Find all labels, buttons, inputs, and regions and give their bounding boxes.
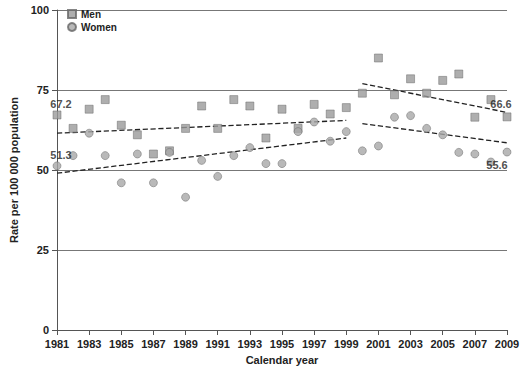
svg-text:1991: 1991 (205, 338, 229, 350)
svg-text:Men: Men (81, 9, 101, 20)
svg-text:50: 50 (37, 164, 49, 176)
svg-text:0: 0 (43, 324, 49, 336)
svg-text:Calendar year: Calendar year (246, 354, 319, 366)
svg-text:25: 25 (37, 244, 49, 256)
svg-text:2009: 2009 (495, 338, 519, 350)
svg-text:1981: 1981 (45, 338, 69, 350)
svg-text:2003: 2003 (398, 338, 422, 350)
svg-text:1999: 1999 (334, 338, 358, 350)
svg-text:51.3: 51.3 (50, 149, 71, 161)
svg-text:66.6: 66.6 (490, 98, 511, 110)
svg-text:2005: 2005 (430, 338, 454, 350)
svg-text:Women: Women (81, 22, 117, 33)
svg-text:1987: 1987 (141, 338, 165, 350)
svg-text:1985: 1985 (109, 338, 133, 350)
svg-text:1983: 1983 (77, 338, 101, 350)
svg-text:1995: 1995 (270, 338, 294, 350)
svg-text:1997: 1997 (302, 338, 326, 350)
svg-text:Rate per 100 000 population: Rate per 100 000 population (8, 97, 20, 243)
svg-text:1989: 1989 (173, 338, 197, 350)
svg-text:2001: 2001 (366, 338, 390, 350)
svg-text:75: 75 (37, 84, 49, 96)
svg-text:1993: 1993 (238, 338, 262, 350)
svg-text:67.2: 67.2 (50, 98, 71, 110)
svg-text:100: 100 (31, 4, 49, 16)
svg-text:2007: 2007 (463, 338, 487, 350)
svg-text:55.6: 55.6 (486, 159, 507, 171)
